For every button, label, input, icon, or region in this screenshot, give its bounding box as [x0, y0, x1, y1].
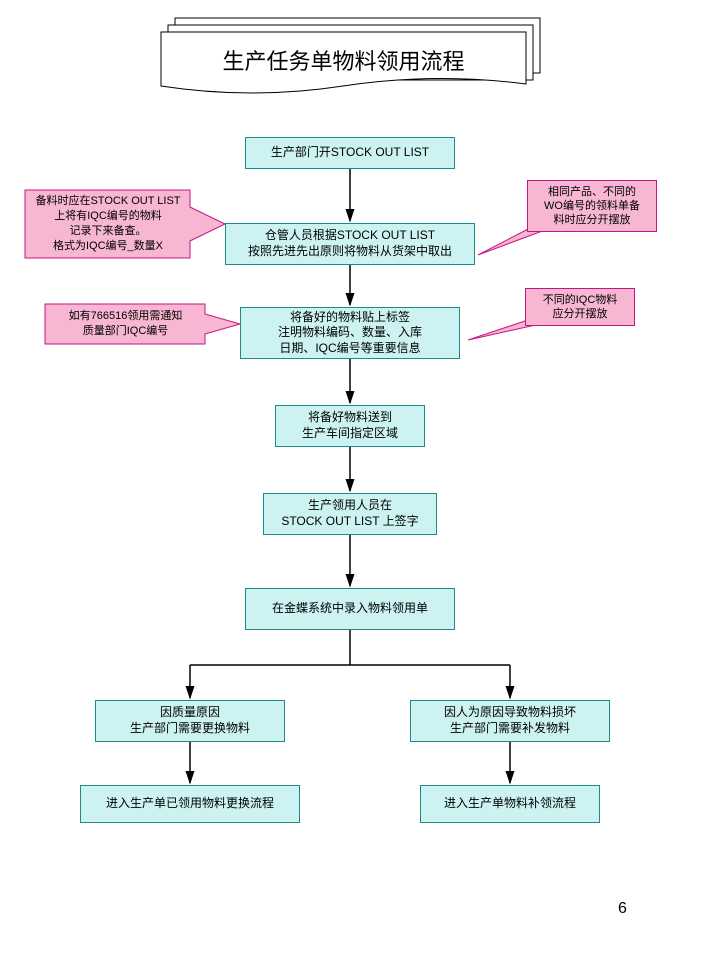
process-node-7: 因质量原因 生产部门需要更换物料	[95, 700, 285, 742]
node-text: 因质量原因 生产部门需要更换物料	[130, 705, 250, 736]
callout-text: 不同的IQC物料 应分开摆放	[543, 293, 618, 322]
process-node-8: 进入生产单已领用物料更换流程	[80, 785, 300, 823]
node-text: 进入生产单已领用物料更换流程	[106, 796, 274, 812]
callout-text: 备料时应在STOCK OUT LIST 上将有IQC编号的物料 记录下来备查。 …	[35, 194, 180, 253]
process-node-1: 生产部门开STOCK OUT LIST	[245, 137, 455, 169]
process-node-10: 进入生产单物料补领流程	[420, 785, 600, 823]
node-text: 将备好的物料贴上标签 注明物料编码、数量、入库 日期、IQC编号等重要信息	[278, 310, 422, 357]
process-node-3: 将备好的物料贴上标签 注明物料编码、数量、入库 日期、IQC编号等重要信息	[240, 307, 460, 359]
process-node-2: 仓管人员根据STOCK OUT LIST 按照先进先出原则将物料从货架中取出	[225, 223, 475, 265]
process-node-4: 将备好物料送到 生产车间指定区域	[275, 405, 425, 447]
node-text: 将备好物料送到 生产车间指定区域	[302, 410, 398, 441]
node-text: 生产部门开STOCK OUT LIST	[271, 145, 429, 161]
flowchart-canvas: 生产任务单物料领用流程 生产部门开STOCK OUT LIST 仓管人员根据ST…	[0, 0, 720, 960]
process-node-5: 生产领用人员在 STOCK OUT LIST 上签字	[263, 493, 437, 535]
callout-2: 相同产品、不同的 WO编号的领料单备 料时应分开摆放	[527, 180, 657, 232]
callout-3: 如有766516领用需通知 质量部门IQC编号	[48, 307, 203, 341]
process-node-6: 在金蝶系统中录入物料领用单	[245, 588, 455, 630]
node-text: 仓管人员根据STOCK OUT LIST 按照先进先出原则将物料从货架中取出	[248, 228, 452, 259]
callout-text: 如有766516领用需通知 质量部门IQC编号	[69, 309, 183, 339]
process-node-9: 因人为原因导致物料损坏 生产部门需要补发物料	[410, 700, 610, 742]
node-text: 生产领用人员在 STOCK OUT LIST 上签字	[281, 498, 418, 529]
flowchart-title: 生产任务单物料领用流程	[161, 44, 526, 76]
node-text: 进入生产单物料补领流程	[444, 796, 576, 812]
callout-1: 备料时应在STOCK OUT LIST 上将有IQC编号的物料 记录下来备查。 …	[28, 194, 188, 254]
callout-4: 不同的IQC物料 应分开摆放	[525, 288, 635, 326]
callout-text: 相同产品、不同的 WO编号的领料单备 料时应分开摆放	[544, 185, 640, 228]
page-number: 6	[618, 900, 627, 918]
node-text: 因人为原因导致物料损坏 生产部门需要补发物料	[444, 705, 576, 736]
node-text: 在金蝶系统中录入物料领用单	[272, 601, 428, 617]
